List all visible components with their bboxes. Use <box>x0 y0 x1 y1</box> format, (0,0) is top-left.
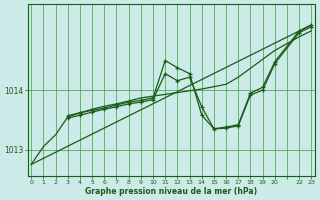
X-axis label: Graphe pression niveau de la mer (hPa): Graphe pression niveau de la mer (hPa) <box>85 187 257 196</box>
